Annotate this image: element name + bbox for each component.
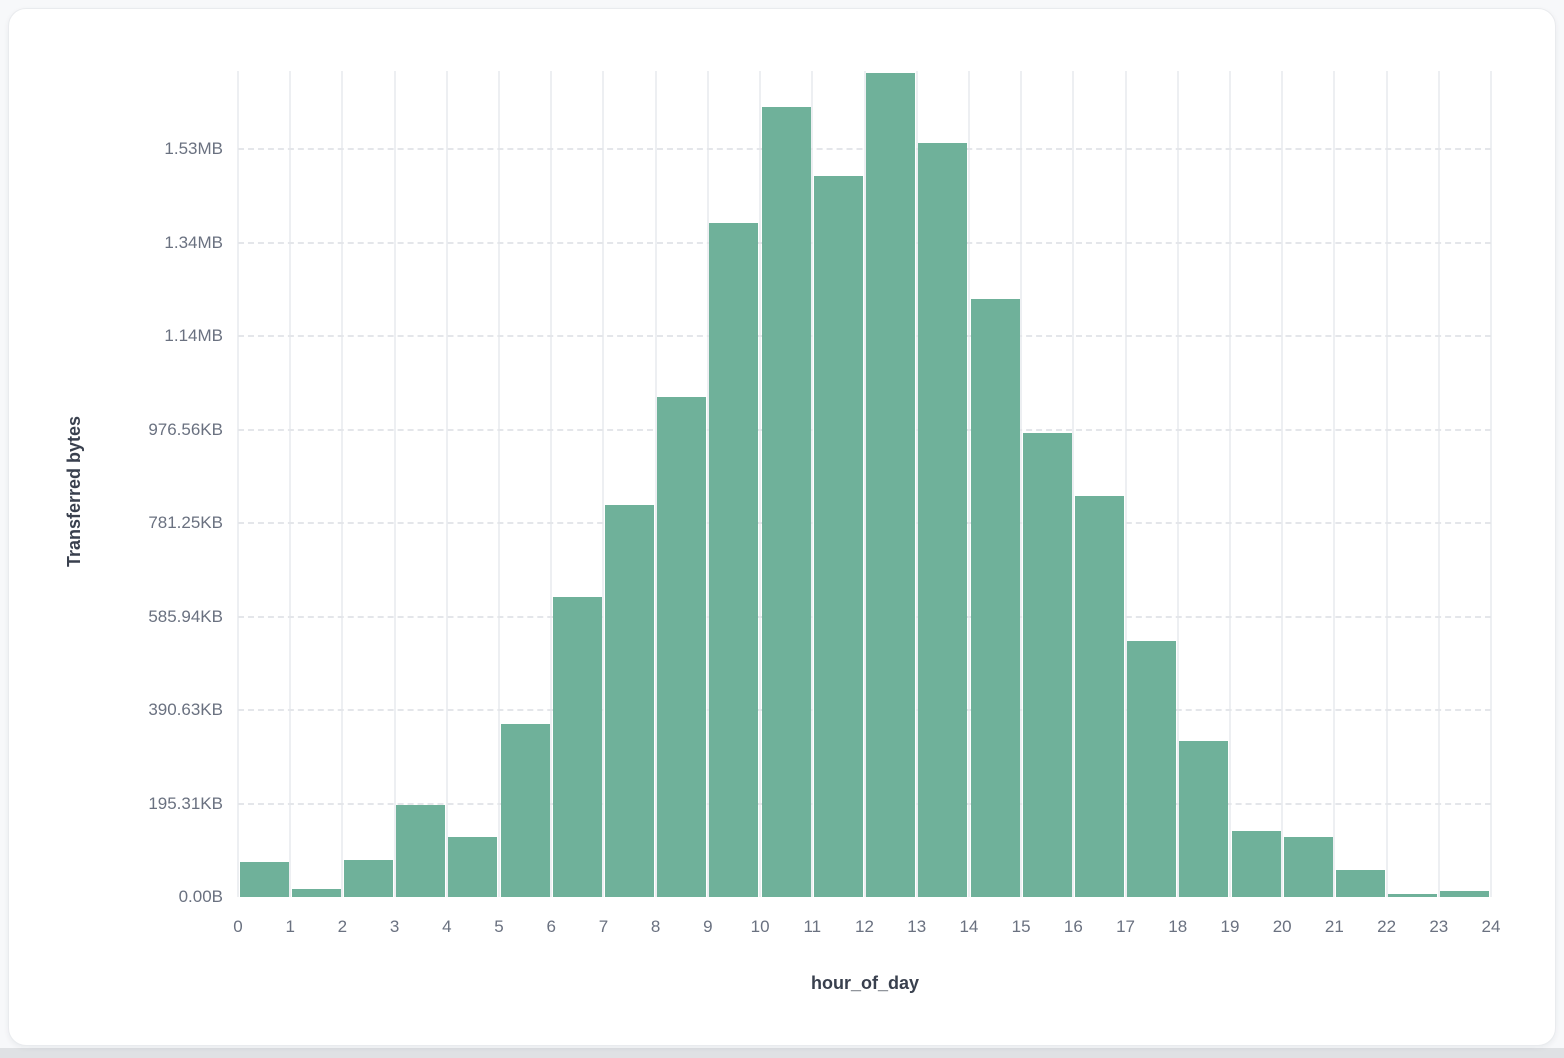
h-gridline: [238, 428, 1491, 431]
histogram-bar[interactable]: [918, 142, 968, 897]
x-tick-label: 16: [1063, 917, 1083, 936]
v-gridline: [1228, 71, 1231, 897]
plot-area: [237, 71, 1492, 897]
y-tick-label: 390.63KB: [148, 700, 223, 720]
y-axis-title: Transferred bytes: [64, 415, 85, 568]
histogram-bar[interactable]: [866, 72, 916, 897]
v-gridline: [1072, 71, 1075, 897]
x-tick-label: 1: [285, 917, 295, 936]
x-tick-label: 4: [442, 917, 452, 936]
x-tick-label: 18: [1168, 917, 1188, 936]
x-tick-label: 24: [1481, 917, 1501, 936]
x-tick-label: 22: [1377, 917, 1397, 936]
histogram-bar[interactable]: [970, 298, 1020, 897]
histogram-bar[interactable]: [1074, 496, 1124, 897]
histogram-bar[interactable]: [448, 837, 498, 897]
x-tick-label: 5: [494, 917, 504, 936]
v-gridline: [341, 71, 344, 897]
chart-card: Transferred bytes hour_of_day 0.00B 195.3…: [8, 8, 1556, 1046]
x-tick-label: 15: [1011, 917, 1031, 936]
y-tick-label: 0.00B: [178, 887, 223, 906]
histogram-bar[interactable]: [1231, 830, 1281, 897]
h-gridline: [238, 615, 1491, 618]
x-tick-label: 19: [1220, 917, 1240, 936]
x-tick-label: 8: [650, 917, 661, 936]
histogram-bar[interactable]: [1283, 837, 1333, 897]
v-gridline: [1124, 71, 1127, 897]
x-tick-label: 2: [337, 917, 348, 936]
histogram-bar[interactable]: [1179, 740, 1229, 897]
x-tick-label: 12: [855, 917, 874, 936]
v-gridline: [1490, 71, 1492, 897]
histogram-bar[interactable]: [291, 889, 341, 897]
h-gridline: [238, 709, 1491, 712]
x-tick-label: 0: [233, 917, 243, 936]
histogram-bar[interactable]: [1127, 640, 1177, 897]
histogram-bar[interactable]: [1022, 432, 1072, 897]
x-tick-label: 21: [1324, 917, 1344, 936]
v-gridline: [654, 71, 657, 897]
x-tick-label: 23: [1429, 917, 1449, 936]
h-gridline: [238, 335, 1491, 338]
v-gridline: [1437, 71, 1440, 897]
v-gridline: [1176, 71, 1179, 897]
histogram-bar[interactable]: [813, 176, 863, 897]
v-gridline: [863, 71, 866, 897]
v-gridline: [498, 71, 501, 897]
v-gridline: [967, 71, 970, 897]
x-axis-title: hour_of_day: [810, 973, 920, 993]
y-tick-label: 585.94KB: [148, 606, 223, 626]
h-gridline: [238, 148, 1491, 151]
y-tick-label: 1.34MB: [164, 232, 223, 252]
y-tick-label: 781.25KB: [148, 513, 223, 533]
v-gridline: [289, 71, 292, 897]
v-gridline: [602, 71, 605, 897]
y-tick-label: 1.14MB: [164, 326, 223, 346]
v-gridline: [445, 71, 448, 897]
histogram-bar[interactable]: [500, 724, 550, 897]
histogram-bar[interactable]: [1335, 869, 1385, 897]
v-gridline: [393, 71, 396, 897]
v-gridline: [1281, 71, 1284, 897]
histogram-bar[interactable]: [552, 597, 602, 897]
histogram-bar[interactable]: [605, 505, 655, 897]
histogram-bar[interactable]: [1388, 893, 1438, 897]
y-tick-label: 1.53MB: [164, 139, 223, 159]
x-tick-label: 17: [1116, 917, 1135, 936]
x-tick-label: 3: [389, 917, 400, 936]
histogram-bar[interactable]: [1440, 890, 1490, 897]
v-gridline: [759, 71, 762, 897]
histogram-bar[interactable]: [239, 861, 289, 897]
v-gridline: [915, 71, 918, 897]
h-gridline: [238, 241, 1491, 244]
x-tick-label: 13: [907, 917, 927, 936]
y-tick-label: 195.31KB: [148, 793, 223, 813]
y-tick-label: 976.56KB: [148, 419, 223, 439]
x-tick-label: 14: [959, 917, 979, 936]
bottom-strip: [0, 1048, 1564, 1058]
histogram-bar[interactable]: [761, 107, 811, 897]
h-gridline: [238, 522, 1491, 525]
v-gridline: [550, 71, 553, 897]
histogram-bar[interactable]: [344, 860, 394, 897]
histogram-bar[interactable]: [657, 397, 707, 897]
v-gridline: [1020, 71, 1023, 897]
v-gridline: [706, 71, 709, 897]
x-tick-label: 10: [750, 917, 770, 936]
v-gridline: [237, 71, 239, 897]
histogram-bar[interactable]: [709, 222, 759, 897]
v-gridline: [1385, 71, 1388, 897]
x-tick-label: 9: [703, 917, 713, 936]
x-tick-label: 20: [1272, 917, 1292, 936]
h-gridline: [238, 802, 1491, 805]
x-tick-label: 11: [803, 917, 822, 936]
v-gridline: [1333, 71, 1336, 897]
v-gridline: [811, 71, 814, 897]
x-tick-label: 6: [546, 917, 556, 936]
histogram-bar[interactable]: [396, 804, 446, 897]
x-tick-label: 7: [598, 917, 609, 936]
